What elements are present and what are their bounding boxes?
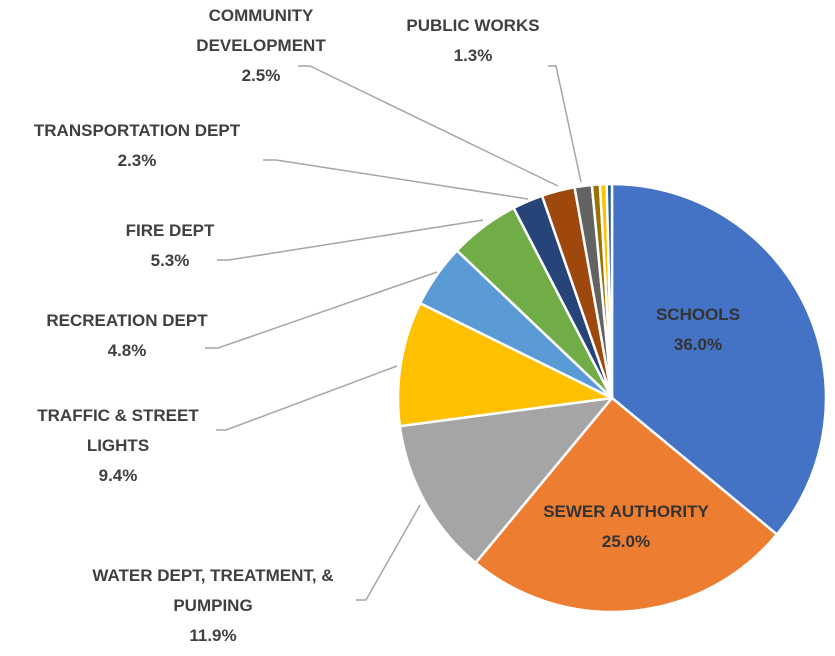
leader-line-recreation-dept: [205, 271, 438, 349]
label-line-transportation-dept: TRANSPORTATION DEPT: [34, 121, 241, 140]
label-line-traffic-street-lights: LIGHTS: [87, 436, 149, 455]
label-line-public-works: PUBLIC WORKS: [406, 16, 539, 35]
label-line-community-development: DEVELOPMENT: [196, 36, 326, 55]
slice-traffic-street-lights: [396, 302, 614, 428]
slice-unlabeled-11: [605, 182, 614, 400]
value-recreation-dept: 4.8%: [108, 341, 147, 360]
leader-line-traffic-street-lights: [216, 365, 398, 431]
label-line-sewer-authority: SEWER AUTHORITY: [543, 502, 709, 521]
label-line-schools: SCHOOLS: [656, 305, 740, 324]
value-schools: 36.0%: [674, 335, 722, 354]
label-fire-dept: FIRE DEPT 5.3%: [126, 221, 215, 270]
slice-labels: SCHOOLS 36.0% SEWER AUTHORITY 25.0% WATER DE…: [34, 6, 740, 645]
slice-water-dept-treatment-pumping: [398, 396, 614, 565]
label-line-water-dept-treatment-pumping: PUMPING: [173, 596, 252, 615]
label-transportation-dept: TRANSPORTATION DEPT 2.3%: [34, 121, 241, 170]
leader-line-public-works: [548, 65, 582, 183]
label-community-development: COMMUNITY DEVELOPMENT 2.5%: [196, 6, 326, 85]
value-community-development: 2.5%: [242, 66, 281, 85]
value-fire-dept: 5.3%: [151, 251, 190, 270]
value-traffic-street-lights: 9.4%: [99, 466, 138, 485]
leader-line-water-dept-treatment-pumping: [356, 504, 421, 601]
leader-line-transportation-dept: [263, 159, 529, 200]
slice-schools: [610, 182, 828, 536]
slice-sewer-authority: [474, 396, 779, 614]
label-line-fire-dept: FIRE DEPT: [126, 221, 215, 240]
value-sewer-authority: 25.0%: [602, 532, 650, 551]
label-sewer-authority: SEWER AUTHORITY 25.0%: [543, 502, 709, 551]
value-water-dept-treatment-pumping: 11.9%: [189, 626, 236, 645]
label-traffic-street-lights: TRAFFIC & STREET LIGHTS 9.4%: [37, 406, 199, 485]
value-public-works: 1.3%: [454, 46, 493, 65]
value-transportation-dept: 2.3%: [118, 151, 157, 170]
pie-slices: [396, 182, 828, 614]
label-schools: SCHOOLS 36.0%: [656, 305, 740, 354]
label-recreation-dept: RECREATION DEPT 4.8%: [46, 311, 208, 360]
label-line-community-development: COMMUNITY: [209, 6, 314, 25]
leader-lines: [205, 65, 582, 601]
label-line-water-dept-treatment-pumping: WATER DEPT, TREATMENT, &: [92, 566, 333, 585]
label-public-works: PUBLIC WORKS 1.3%: [406, 16, 539, 65]
label-line-recreation-dept: RECREATION DEPT: [46, 311, 208, 330]
label-line-traffic-street-lights: TRAFFIC & STREET: [37, 406, 199, 425]
leader-line-community-development: [298, 65, 559, 187]
label-water-dept-treatment-pumping: WATER DEPT, TREATMENT, & PUMPING 11.9%: [92, 566, 333, 645]
leader-line-fire-dept: [217, 219, 484, 261]
